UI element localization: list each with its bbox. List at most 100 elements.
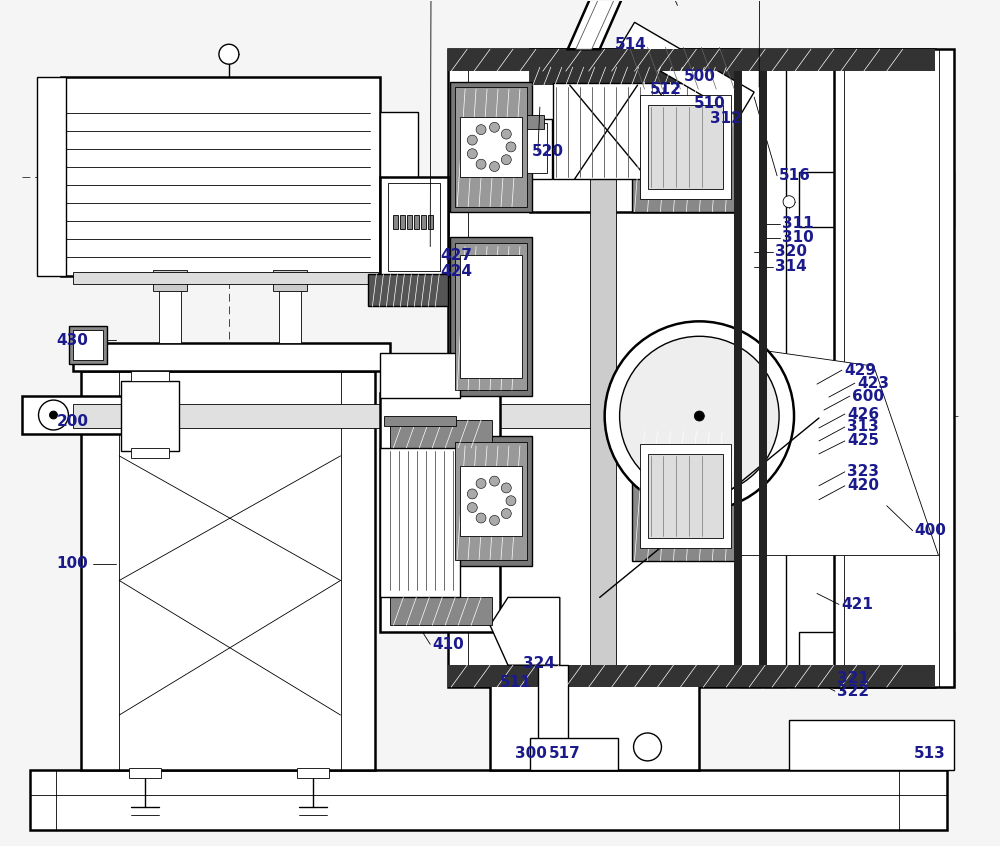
Bar bbox=[448, 665, 935, 687]
Bar bbox=[153, 279, 187, 291]
Bar bbox=[460, 255, 522, 378]
Circle shape bbox=[620, 337, 779, 496]
Bar bbox=[384, 416, 456, 426]
Polygon shape bbox=[620, 22, 754, 117]
Text: 430: 430 bbox=[56, 332, 88, 348]
Circle shape bbox=[476, 159, 486, 169]
Bar bbox=[37, 77, 66, 277]
Bar bbox=[428, 215, 433, 228]
Circle shape bbox=[783, 195, 795, 208]
Text: 426: 426 bbox=[847, 407, 879, 421]
Polygon shape bbox=[490, 597, 560, 665]
Bar bbox=[380, 112, 418, 242]
Bar bbox=[759, 52, 767, 687]
Bar bbox=[648, 105, 723, 189]
Bar bbox=[640, 444, 731, 547]
Text: 511: 511 bbox=[500, 674, 532, 689]
Bar bbox=[632, 82, 739, 212]
Bar bbox=[273, 279, 307, 291]
Bar bbox=[407, 215, 412, 228]
Circle shape bbox=[501, 129, 511, 139]
Bar bbox=[739, 59, 761, 687]
Text: 425: 425 bbox=[847, 433, 879, 448]
Bar bbox=[450, 82, 532, 212]
Text: 324: 324 bbox=[523, 656, 555, 671]
Text: 323: 323 bbox=[847, 464, 879, 480]
Bar bbox=[455, 243, 527, 390]
Circle shape bbox=[476, 513, 486, 523]
Text: 200: 200 bbox=[56, 414, 88, 429]
Bar bbox=[273, 270, 307, 279]
Bar bbox=[530, 738, 618, 770]
Bar bbox=[380, 177, 448, 277]
Circle shape bbox=[634, 733, 661, 761]
Bar bbox=[390, 420, 492, 448]
Circle shape bbox=[490, 515, 499, 525]
Bar bbox=[153, 270, 187, 279]
Circle shape bbox=[501, 508, 511, 519]
Bar bbox=[518, 115, 544, 129]
Bar bbox=[632, 431, 739, 561]
Circle shape bbox=[467, 135, 477, 145]
Circle shape bbox=[490, 476, 499, 486]
Bar bbox=[73, 404, 602, 428]
Bar bbox=[460, 117, 522, 177]
Text: 520: 520 bbox=[532, 145, 564, 159]
Text: 427: 427 bbox=[440, 248, 472, 263]
Bar bbox=[455, 442, 527, 559]
Text: 311: 311 bbox=[782, 217, 814, 231]
Bar bbox=[455, 87, 527, 206]
Bar bbox=[734, 52, 742, 687]
Bar bbox=[81, 371, 375, 770]
Polygon shape bbox=[568, 0, 679, 49]
Text: 600: 600 bbox=[852, 388, 884, 404]
Bar bbox=[380, 393, 500, 632]
Bar bbox=[460, 466, 522, 536]
Text: 421: 421 bbox=[841, 597, 873, 612]
Text: 510: 510 bbox=[693, 96, 725, 111]
Text: 400: 400 bbox=[915, 523, 947, 538]
Bar bbox=[799, 632, 954, 687]
Bar bbox=[490, 680, 699, 770]
Bar bbox=[121, 382, 179, 451]
Circle shape bbox=[605, 321, 794, 511]
Bar bbox=[450, 436, 532, 565]
Text: 310: 310 bbox=[782, 230, 814, 245]
Bar bbox=[73, 343, 390, 371]
Bar bbox=[297, 768, 329, 777]
Bar bbox=[279, 288, 301, 343]
Bar bbox=[61, 77, 380, 277]
Bar bbox=[553, 83, 716, 179]
Polygon shape bbox=[576, 0, 667, 49]
Circle shape bbox=[501, 155, 511, 165]
Bar bbox=[834, 49, 954, 687]
Bar bbox=[73, 272, 378, 284]
Text: 312: 312 bbox=[710, 111, 742, 125]
Text: 423: 423 bbox=[857, 376, 889, 391]
Bar bbox=[73, 330, 103, 360]
Bar bbox=[393, 215, 398, 228]
Bar bbox=[448, 49, 935, 71]
Circle shape bbox=[506, 496, 516, 506]
Bar bbox=[380, 448, 460, 597]
Circle shape bbox=[219, 44, 239, 64]
Text: 514: 514 bbox=[615, 36, 646, 52]
Bar bbox=[390, 597, 492, 625]
Circle shape bbox=[501, 483, 511, 493]
Bar bbox=[414, 215, 419, 228]
Text: 320: 320 bbox=[775, 244, 807, 259]
Circle shape bbox=[476, 124, 486, 135]
Bar bbox=[789, 720, 954, 770]
Bar bbox=[131, 371, 169, 382]
Bar bbox=[530, 67, 739, 85]
Polygon shape bbox=[734, 346, 939, 556]
Text: 500: 500 bbox=[683, 69, 715, 84]
Text: 424: 424 bbox=[440, 264, 472, 279]
Bar bbox=[368, 274, 448, 306]
Bar bbox=[648, 454, 723, 537]
Text: 322: 322 bbox=[837, 684, 869, 699]
Text: 100: 100 bbox=[56, 556, 88, 571]
Circle shape bbox=[490, 162, 499, 172]
Text: 420: 420 bbox=[847, 478, 879, 493]
Bar bbox=[380, 354, 460, 398]
